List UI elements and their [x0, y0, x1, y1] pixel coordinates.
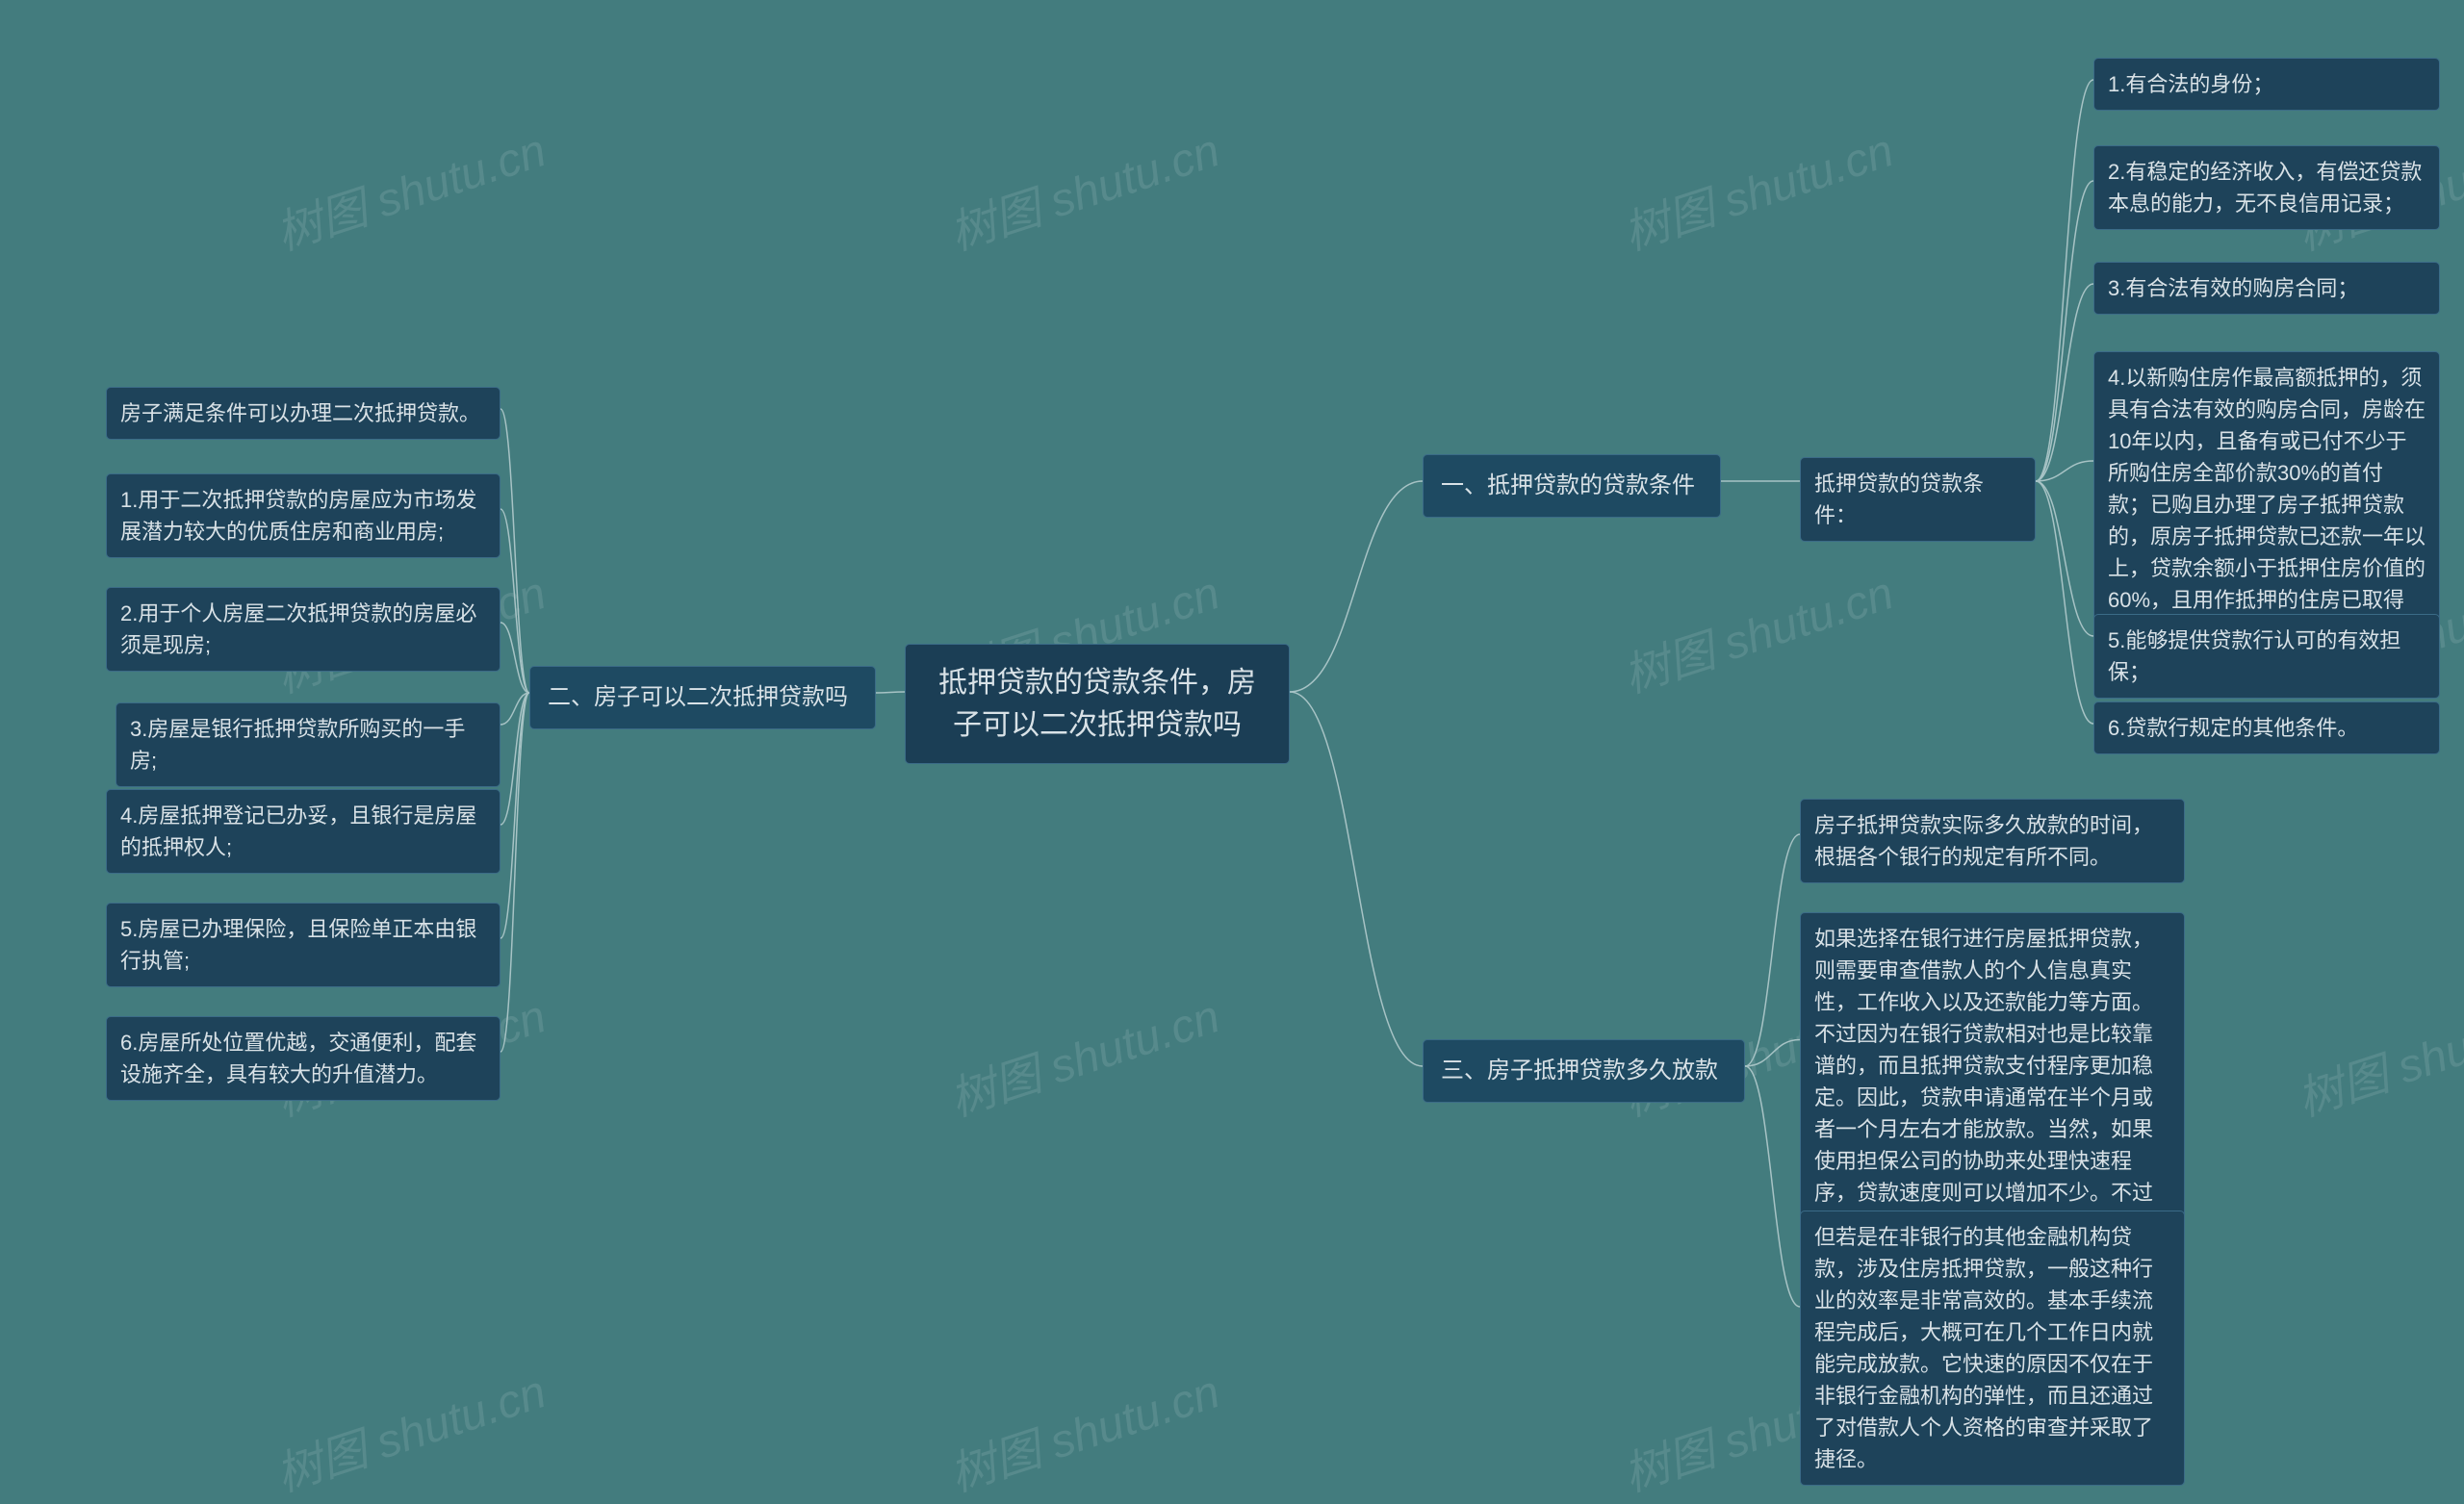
root-node: 抵押贷款的贷款条件，房 子可以二次抵押贷款吗: [905, 644, 1290, 764]
b2-leaf-6: 6.房屋所处位置优越，交通便利，配套设施齐全，具有较大的升值潜力。: [106, 1016, 500, 1101]
branch-1-mid: 抵押贷款的贷款条件：: [1800, 457, 2036, 542]
b1-leaf-1: 2.有稳定的经济收入，有偿还贷款本息的能力，无不良信用记录；: [2093, 145, 2440, 230]
b2-leaf-5: 5.房屋已办理保险，且保险单正本由银行执管;: [106, 903, 500, 987]
b2-leaf-0: 房子满足条件可以办理二次抵押贷款。: [106, 387, 500, 440]
watermark: 树图 shutu.cn: [266, 1354, 552, 1504]
watermark: 树图 shutu.cn: [2287, 979, 2464, 1129]
watermark: 树图 shutu.cn: [939, 1354, 1226, 1504]
b1-leaf-0: 1.有合法的身份；: [2093, 58, 2440, 111]
watermark: 树图 shutu.cn: [939, 979, 1226, 1129]
b1-leaf-4: 5.能够提供贷款行认可的有效担保；: [2093, 614, 2440, 699]
branch-2: 二、房子可以二次抵押贷款吗: [529, 666, 876, 729]
b1-leaf-2: 3.有合法有效的购房合同；: [2093, 262, 2440, 315]
b3-leaf-2: 但若是在非银行的其他金融机构贷款，涉及住房抵押贷款，一般这种行业的效率是非常高效…: [1800, 1211, 2185, 1486]
branch-1: 一、抵押贷款的贷款条件: [1423, 454, 1721, 518]
branch-3: 三、房子抵押贷款多久放款: [1423, 1039, 1745, 1103]
b2-leaf-3: 3.房屋是银行抵押贷款所购买的一手房;: [116, 702, 500, 787]
b2-leaf-4: 4.房屋抵押登记已办妥，且银行是房屋的抵押权人;: [106, 789, 500, 874]
b2-leaf-2: 2.用于个人房屋二次抵押贷款的房屋必须是现房;: [106, 587, 500, 672]
b1-leaf-5: 6.贷款行规定的其他条件。: [2093, 701, 2440, 754]
b2-leaf-1: 1.用于二次抵押贷款的房屋应为市场发展潜力较大的优质住房和商业用房;: [106, 473, 500, 558]
watermark: 树图 shutu.cn: [266, 113, 552, 263]
watermark: 树图 shutu.cn: [1613, 113, 1900, 263]
b3-leaf-0: 房子抵押贷款实际多久放款的时间，根据各个银行的规定有所不同。: [1800, 799, 2185, 883]
watermark: 树图 shutu.cn: [939, 113, 1226, 263]
watermark: 树图 shutu.cn: [1613, 555, 1900, 705]
